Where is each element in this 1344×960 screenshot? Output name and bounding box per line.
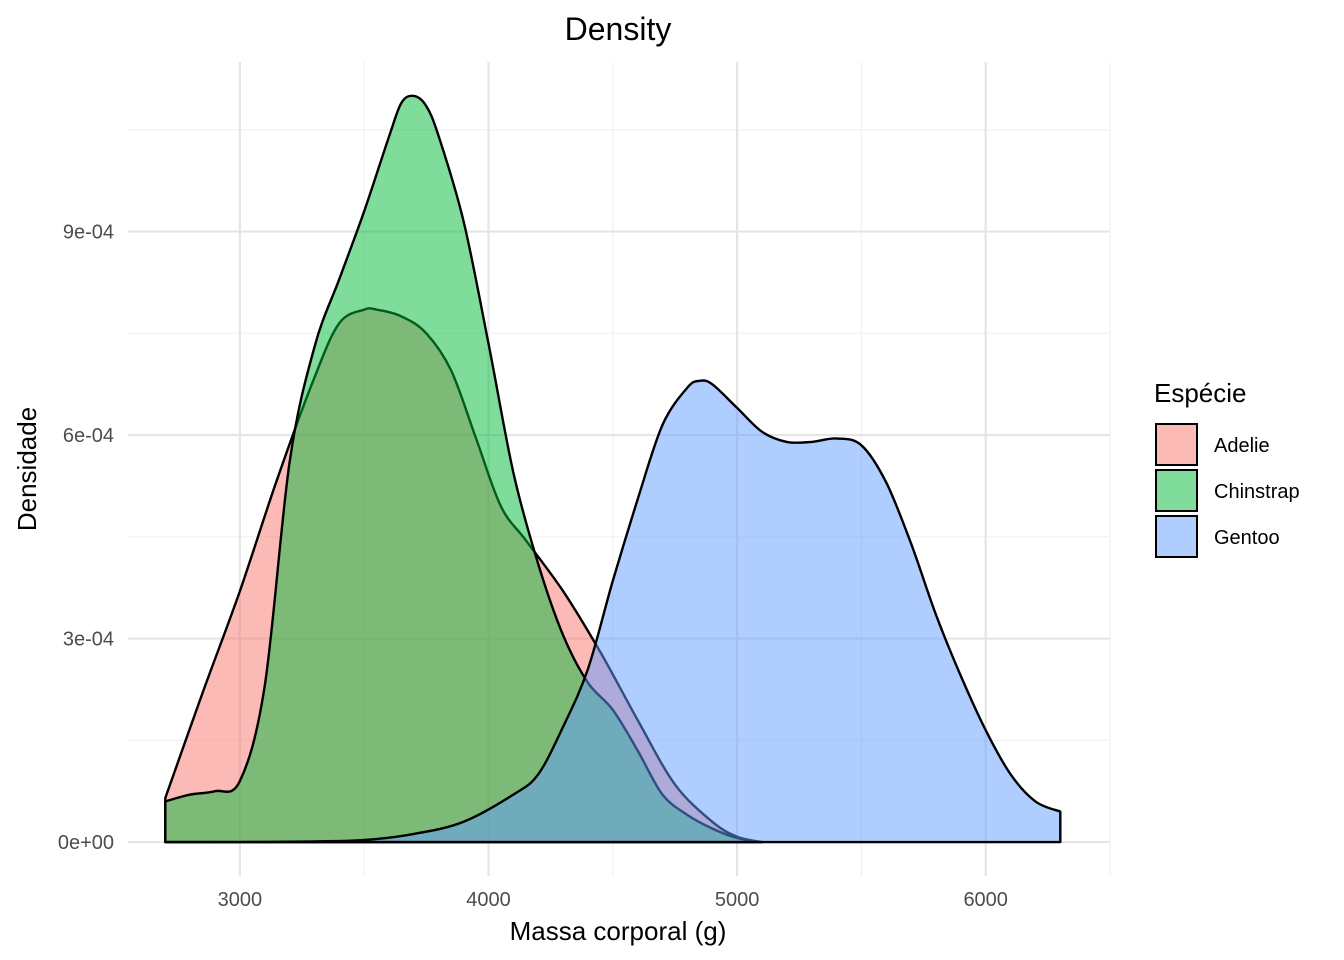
- legend: Espécie Adelie Chinstrap Gentoo: [1154, 378, 1300, 558]
- y-axis-title: Densidade: [12, 407, 42, 531]
- legend-label-adelie: Adelie: [1214, 435, 1270, 457]
- legend-key-gentoo: [1155, 515, 1198, 558]
- x-tick-label: 3000: [218, 889, 263, 911]
- y-tick-label: 6e-04: [63, 425, 114, 447]
- x-axis-ticks: 3000 4000 5000 6000: [218, 889, 1008, 911]
- density-areas: [164, 94, 1062, 844]
- chart-title: Density: [565, 11, 672, 47]
- x-tick-label: 6000: [963, 889, 1008, 911]
- x-axis-title: Massa corporal (g): [510, 916, 727, 946]
- y-tick-label: 3e-04: [63, 629, 114, 651]
- legend-key-adelie: [1155, 423, 1198, 466]
- x-tick-label: 5000: [715, 889, 760, 911]
- y-axis-ticks: 0e+00 3e-04 6e-04 9e-04: [58, 222, 114, 854]
- legend-key-chinstrap: [1155, 469, 1198, 512]
- legend-label-chinstrap: Chinstrap: [1214, 481, 1300, 503]
- legend-title: Espécie: [1154, 378, 1247, 408]
- y-tick-label: 0e+00: [58, 832, 114, 854]
- x-tick-label: 4000: [466, 889, 511, 911]
- y-tick-label: 9e-04: [63, 222, 114, 244]
- legend-label-gentoo: Gentoo: [1214, 527, 1280, 549]
- density-area-gentoo: [164, 379, 1062, 844]
